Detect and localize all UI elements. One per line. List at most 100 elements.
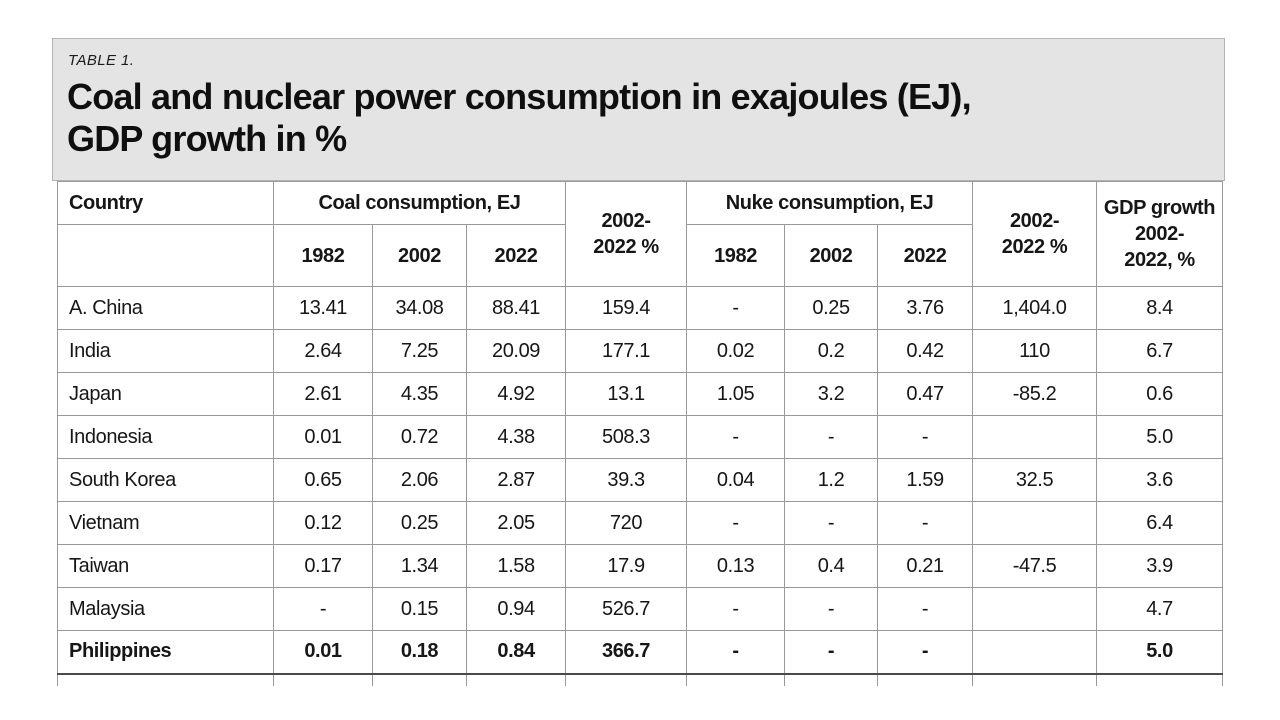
value-cell: 0.6 (1096, 372, 1224, 416)
value-cell: 20.09 (465, 329, 567, 373)
value-cell: 0.47 (877, 372, 974, 416)
value-cell: 6.7 (1096, 329, 1224, 373)
value-cell: 0.01 (273, 415, 373, 459)
country-cell: India (57, 329, 274, 373)
value-cell: - (784, 630, 879, 675)
col-header-nuke-2022: 2022 (877, 224, 974, 287)
value-cell: 3.9 (1096, 544, 1224, 588)
value-cell: 0.12 (273, 501, 373, 545)
country-cell: A. China (57, 286, 274, 330)
table-row: Indonesia 0.01 0.72 4.38 508.3- - -5.0 (57, 415, 1224, 459)
gdp-header-line-2: 2002- (1134, 223, 1185, 245)
country-cell: Vietnam (57, 501, 274, 545)
value-cell: 32.5 (972, 458, 1098, 502)
value-cell: 0.18 (372, 630, 467, 675)
value-cell: 13.1 (565, 372, 688, 416)
value-cell: 1.59 (877, 458, 974, 502)
value-cell: 0.04 (686, 458, 786, 502)
col-group-coal-consumption: Coal consumption, EJ (272, 181, 567, 225)
value-cell: 4.35 (372, 372, 467, 416)
value-cell: 1.2 (784, 458, 879, 502)
value-cell: 0.94 (465, 587, 567, 631)
table-row: Taiwan 0.17 1.34 1.58 17.9 0.13 0.4 0.21 -47.5 3.… (57, 544, 1224, 588)
value-cell: 366.7 (565, 630, 688, 675)
value-cell: -85.2 (972, 372, 1098, 416)
value-cell: 508.3 (565, 415, 688, 459)
partial-bottom-row (57, 673, 1224, 686)
nuke-change-line-1: 2002- (1009, 210, 1060, 232)
table-graphic: TABLE 1. Coal and nuclear power consumpt… (52, 38, 1225, 686)
empty-cell (372, 673, 467, 686)
col-header-coal-2022: 2022 (465, 224, 567, 287)
empty-cell (465, 673, 567, 686)
value-cell: 0.42 (877, 329, 974, 373)
empty-cell (972, 673, 1098, 686)
country-cell: Taiwan (57, 544, 274, 588)
value-cell: 13.41 (273, 286, 373, 330)
value-cell: 3.76 (877, 286, 974, 330)
value-cell (972, 630, 1098, 675)
value-cell: 2.05 (465, 501, 567, 545)
table-header: Country Coal consumption, EJ 2002- 2022 … (57, 181, 1224, 287)
value-cell: 0.84 (465, 630, 567, 675)
value-cell: - (877, 501, 974, 545)
value-cell: 0.25 (372, 501, 467, 545)
title-line-2: GDP growth in % (67, 118, 347, 160)
table-row: Malaysia -0.15 0.94 526.7- - -4.7 (57, 587, 1224, 631)
value-cell: 0.21 (877, 544, 974, 588)
coal-change-line-2: 2022 % (593, 236, 659, 258)
value-cell: 5.0 (1096, 415, 1224, 459)
value-cell: - (686, 286, 786, 330)
empty-cell (877, 673, 974, 686)
country-cell: Japan (57, 372, 274, 416)
country-cell: Philippines (57, 630, 274, 675)
value-cell: 177.1 (565, 329, 688, 373)
country-cell: South Korea (57, 458, 274, 502)
value-cell: 0.01 (273, 630, 373, 675)
value-cell: 159.4 (565, 286, 688, 330)
empty-cell (1096, 673, 1224, 686)
value-cell: 3.2 (784, 372, 879, 416)
gdp-header-line-1: GDP growth (1103, 197, 1216, 219)
table-label: TABLE 1. (68, 52, 135, 69)
table-row: Philippines 0.01 0.18 0.84 366.7- - -5.0 (57, 630, 1224, 675)
empty-cell (57, 673, 274, 686)
col-header-nuke-1982: 1982 (686, 224, 786, 287)
value-cell: 17.9 (565, 544, 688, 588)
col-header-country: Country (57, 181, 274, 225)
value-cell: 0.15 (372, 587, 467, 631)
table-body: A. China 13.41 34.08 88.41 159.4-0.25 3.76 1,4… (57, 286, 1224, 686)
col-header-gdp-growth: GDP growth 2002- 2022, % (1096, 181, 1224, 287)
value-cell: 0.2 (784, 329, 879, 373)
value-cell: - (273, 587, 373, 631)
value-cell (972, 587, 1098, 631)
value-cell: 88.41 (465, 286, 567, 330)
value-cell: 1.34 (372, 544, 467, 588)
value-cell: 1.58 (465, 544, 567, 588)
table-row: South Korea 0.65 2.06 2.87 39.3 0.04 1.2 1.59 32… (57, 458, 1224, 502)
value-cell: 1,404.0 (972, 286, 1098, 330)
table-row: Japan 2.61 4.35 4.92 13.1 1.05 3.2 0.47 -85.2 0.6 (57, 372, 1224, 416)
value-cell (972, 415, 1098, 459)
value-cell: 526.7 (565, 587, 688, 631)
value-cell: 4.92 (465, 372, 567, 416)
value-cell: - (686, 501, 786, 545)
value-cell: 4.7 (1096, 587, 1224, 631)
value-cell: 720 (565, 501, 688, 545)
value-cell: -47.5 (972, 544, 1098, 588)
value-cell: 0.65 (273, 458, 373, 502)
nuke-change-line-2: 2022 % (1001, 236, 1068, 258)
value-cell: - (686, 415, 786, 459)
empty-cell (273, 673, 373, 686)
value-cell: 0.25 (784, 286, 879, 330)
gdp-header-line-3: 2022, % (1124, 249, 1195, 271)
value-cell: 34.08 (372, 286, 467, 330)
title-block: TABLE 1. Coal and nuclear power consumpt… (52, 38, 1225, 181)
header-group-row: Country Coal consumption, EJ 2002- 2022 … (57, 181, 1224, 287)
col-header-coal-1982: 1982 (273, 224, 373, 287)
empty-cell (784, 673, 879, 686)
value-cell: - (686, 630, 786, 675)
col-header-coal-2002: 2002 (372, 224, 467, 287)
col-header-country-spacer (57, 224, 274, 287)
value-cell (972, 501, 1098, 545)
